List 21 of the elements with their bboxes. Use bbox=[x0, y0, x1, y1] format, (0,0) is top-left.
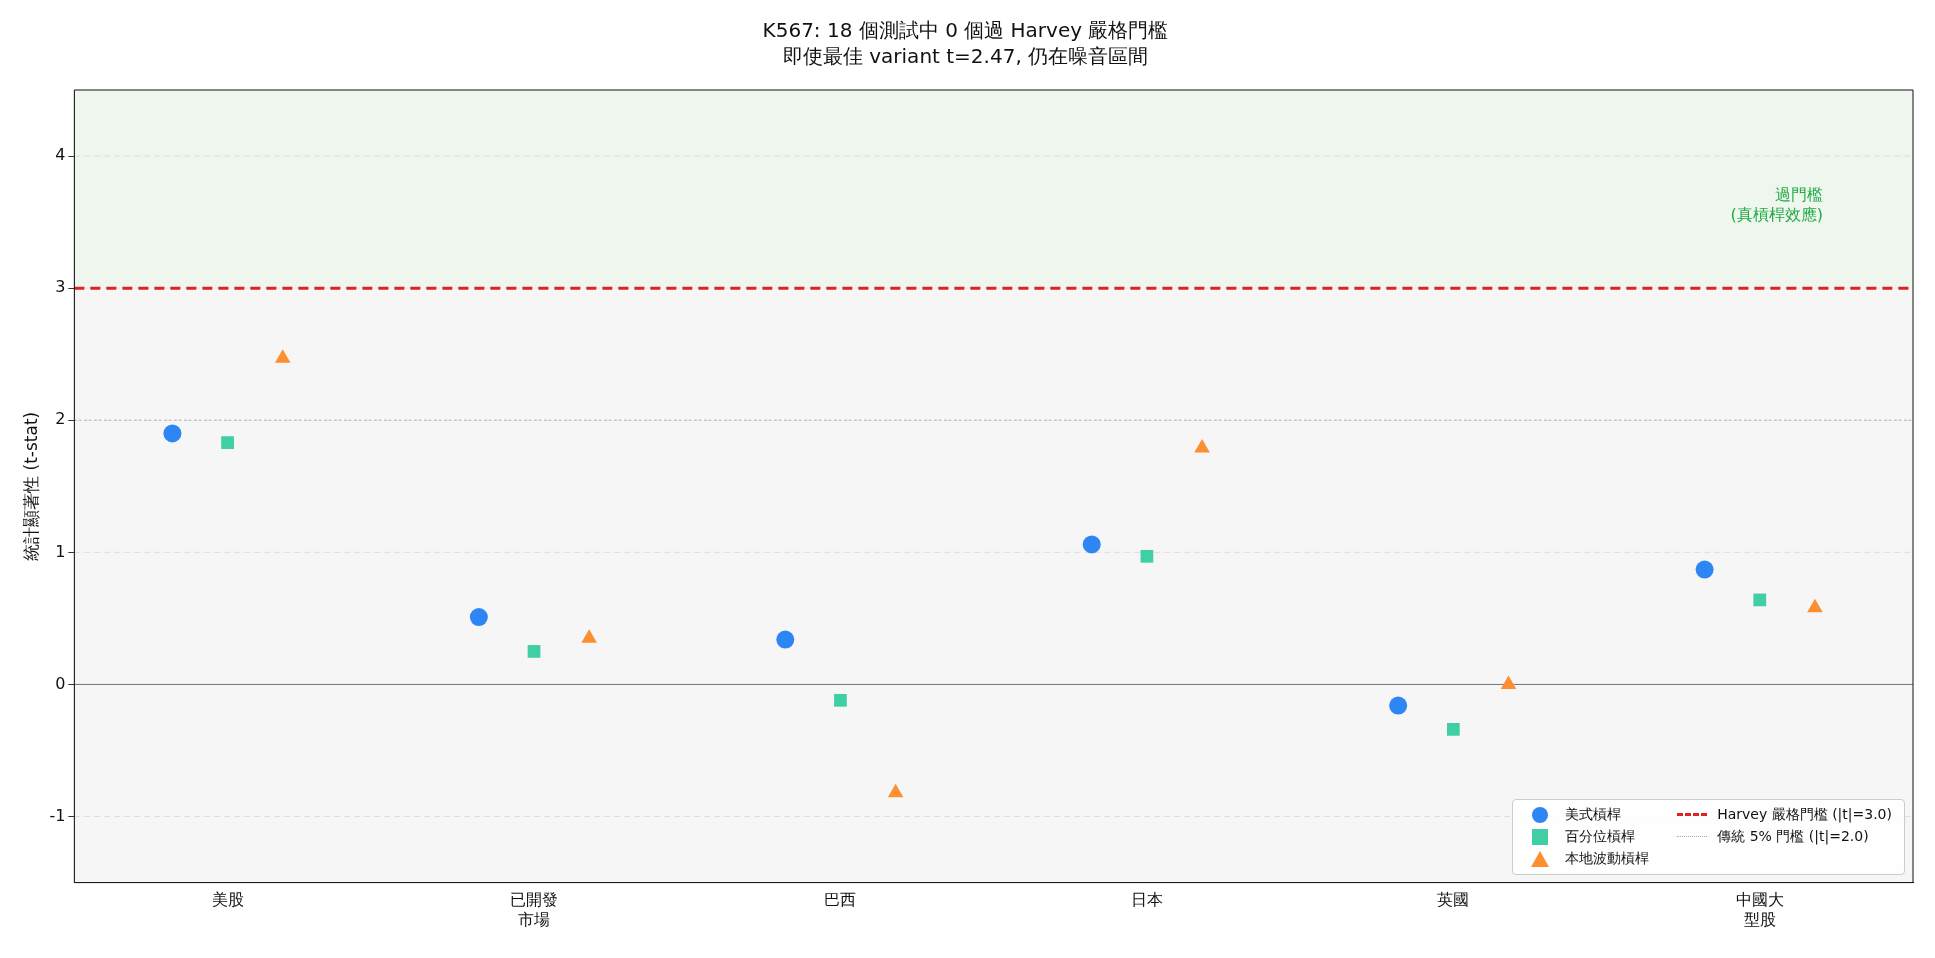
y-tick-label: 0 bbox=[55, 673, 66, 693]
legend-label: 美式槓桿 bbox=[1565, 805, 1622, 824]
y-axis-title: 統計顯著性 (t-stat) bbox=[20, 411, 41, 561]
chart-title: K567: 18 個測試中 0 個過 Harvey 嚴格門檻 bbox=[762, 18, 1169, 43]
legend-label: 本地波動槓桿 bbox=[1565, 849, 1650, 868]
y-tick-label: 1 bbox=[55, 541, 66, 561]
x-tick-label: 日本 bbox=[1130, 890, 1163, 910]
legend-label: 百分位槓桿 bbox=[1565, 827, 1636, 846]
y-tick-label: -1 bbox=[49, 805, 66, 825]
y-tick-label: 4 bbox=[55, 145, 66, 165]
x-tick-label: 巴西 bbox=[824, 890, 857, 910]
y-tick-label: 3 bbox=[55, 277, 66, 297]
x-tick-label: 已開發市場 bbox=[510, 890, 559, 929]
y-tick-label: 2 bbox=[55, 409, 66, 429]
x-tick-label: 美股 bbox=[211, 890, 244, 910]
x-tick-label: 英國 bbox=[1437, 890, 1470, 910]
chart-subtitle: 即使最佳 variant t=2.47, 仍在噪音區間 bbox=[782, 44, 1149, 69]
band-label: 過門檻 (真槓桿效應) bbox=[1730, 185, 1823, 225]
legend-label: 傳統 5% 門檻 (|t|=2.0) bbox=[1717, 827, 1869, 846]
x-tick-label: 中國大型股 bbox=[1735, 890, 1784, 929]
legend-label: Harvey 嚴格門檻 (|t|=3.0) bbox=[1717, 805, 1892, 824]
